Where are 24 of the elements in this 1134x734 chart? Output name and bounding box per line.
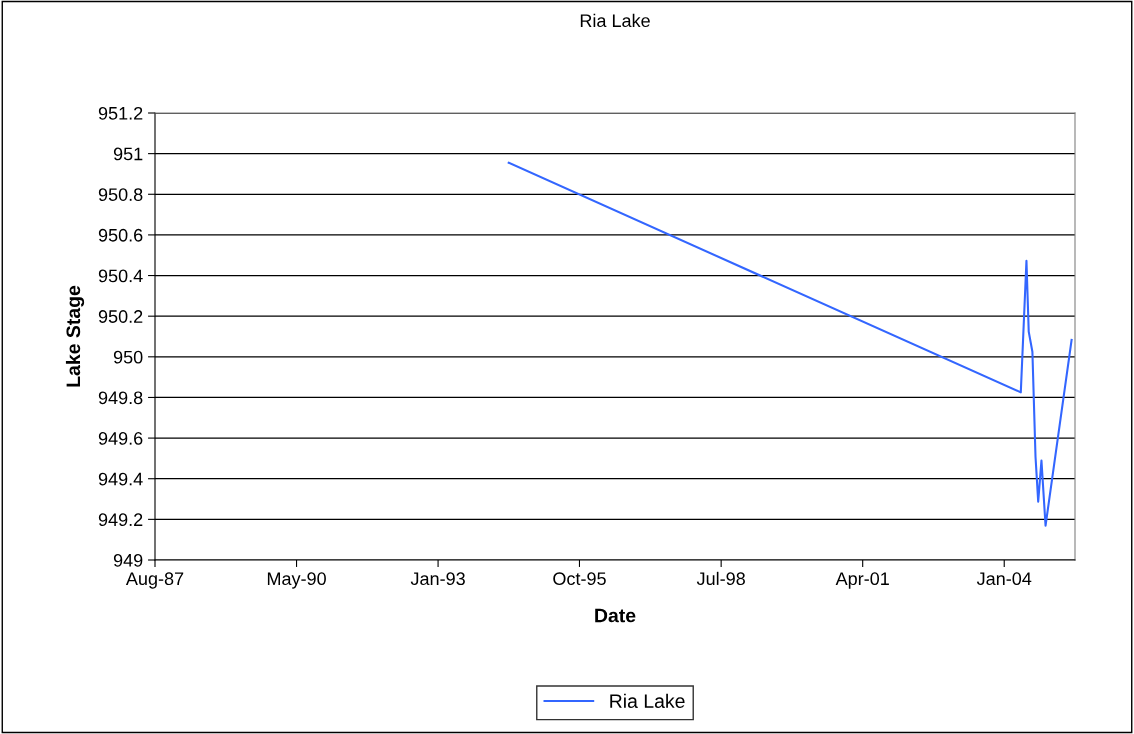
y-tick-label: 950: [113, 350, 143, 364]
x-tick-label: Oct-95: [553, 572, 606, 586]
y-tick-label: 949.4: [98, 472, 143, 486]
x-tick-label: Jul-98: [696, 571, 745, 586]
x-tick-label: Jan-93: [410, 572, 465, 586]
legend-label: Ria Lake: [610, 693, 685, 708]
x-tick-label: May-90: [267, 572, 326, 589]
y-tick-label: 949.8: [98, 391, 143, 405]
x-tick-label: Aug-87: [125, 572, 184, 589]
y-tick-label: 949.2: [98, 513, 143, 527]
y-axis-title: Lake Stage: [65, 285, 85, 387]
line-series: [507, 161, 1073, 527]
x-tick-label: Jan-04: [976, 572, 1032, 586]
y-tick-label: 949: [113, 553, 143, 567]
x-axis-title: Date: [595, 608, 636, 623]
chart-title: Ria Lake: [580, 13, 650, 28]
y-tick-label: 951: [113, 147, 143, 161]
y-tick-label: 950.4: [98, 269, 143, 283]
y-tick-label: 951.2: [98, 106, 143, 120]
y-tick-label: 949.6: [98, 432, 143, 445]
y-tick-label: 950.8: [98, 188, 143, 201]
y-tick-label: 950.6: [98, 228, 143, 242]
y-tick-label: 950.2: [98, 310, 143, 323]
x-tick-label: Apr-01: [835, 572, 889, 589]
